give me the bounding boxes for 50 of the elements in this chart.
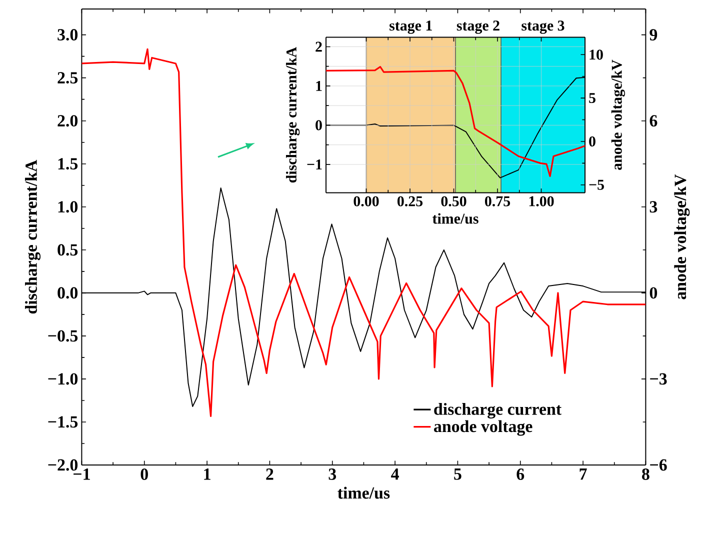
y-tick-label: 3.0 [58, 29, 78, 41]
y-tick-label: −0.5 [48, 330, 78, 342]
y2-tick-label: −6 [650, 459, 667, 471]
x-tick-label: 1 [204, 468, 210, 480]
y2-tick-label: 0 [589, 136, 596, 147]
x-tick-label: 0.25 [397, 196, 423, 206]
y-tick-label: −1.0 [48, 373, 78, 385]
band-label: stage 1 [390, 20, 432, 34]
y-tick-label: 1.5 [58, 158, 78, 170]
x-tick-label: 3 [328, 468, 336, 480]
legend-label: discharge current [434, 402, 562, 418]
y2-tick-label: 6 [650, 115, 658, 127]
x-tick-label: −1 [74, 468, 90, 480]
y-tick-label: 2.0 [58, 115, 78, 127]
band-label: stage 3 [522, 20, 564, 34]
x-tick-label: 7 [580, 468, 587, 480]
y2-axis-title: anode voltage/kV [674, 174, 690, 300]
band-label: stage 2 [456, 20, 500, 34]
y2-tick-label: 0 [650, 287, 658, 299]
x-tick-label: 8 [642, 468, 650, 480]
y-tick-label: 1 [316, 81, 322, 91]
x-tick-label: 0.00 [354, 196, 379, 206]
x-tick-label: 0.50 [441, 196, 466, 206]
y-tick-label: 2 [316, 42, 322, 52]
y2-axis-title: anode voltage/kV [611, 60, 626, 170]
x-tick-label: 5 [454, 468, 462, 480]
y-tick-label: 0.5 [58, 244, 78, 256]
y-tick-label: −1.5 [48, 416, 78, 428]
y-tick-label: 0.0 [58, 287, 78, 299]
y2-tick-label: −5 [589, 180, 604, 190]
y-axis-title: discharge current/kA [286, 46, 300, 183]
x-tick-label: 4 [391, 468, 399, 480]
y-tick-label: −1 [307, 160, 322, 170]
y-axis-title: discharge current/kA [25, 160, 41, 314]
y-tick-label: −2.0 [48, 459, 78, 471]
x-tick-label: 0 [140, 468, 148, 480]
y2-tick-label: 5 [589, 93, 596, 104]
legend-label: anode voltage [434, 420, 532, 436]
y2-tick-label: 9 [650, 29, 658, 40]
y-tick-label: 1.0 [58, 201, 78, 213]
x-tick-label: 0.75 [484, 196, 510, 206]
y-tick-label: 0 [316, 120, 322, 130]
y-tick-label: 2.5 [58, 72, 78, 84]
x-tick-label: 1.00 [529, 196, 554, 206]
x-axis-title: time/us [338, 486, 390, 499]
x-tick-label: 2 [266, 468, 274, 480]
x-axis-title: time/us [432, 213, 478, 224]
x-tick-label: 6 [516, 468, 524, 480]
y2-tick-label: −3 [650, 373, 667, 385]
y2-tick-label: 10 [590, 50, 603, 60]
